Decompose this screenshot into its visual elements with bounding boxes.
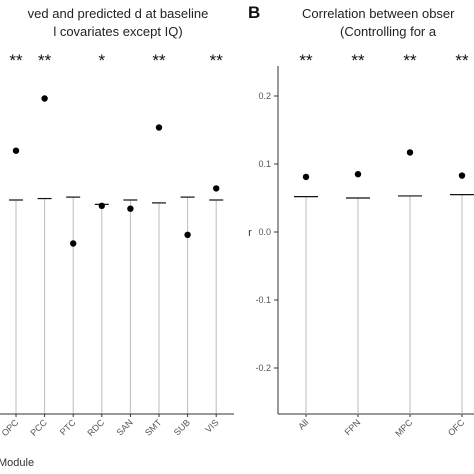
significance-mark-vis: ** (210, 51, 224, 70)
significance-mark-mpc: ** (403, 51, 417, 70)
panel-b-title-line-2: (Controlling for a (340, 24, 437, 39)
panel-a-title-line-2: l covariates except IQ) (53, 24, 182, 39)
significance-mark-rdc: * (98, 51, 105, 70)
panel-b-stems (305, 194, 463, 414)
panel-b-significance-marks: ** ** ** ** (299, 51, 469, 70)
observed-point-ofc (458, 172, 466, 179)
x-tick-label-pcc: PCC (28, 417, 49, 438)
significance-mark-all: ** (299, 51, 313, 70)
observed-point-rdc (98, 202, 106, 209)
y-tick-label-0.2: 0.2 (258, 91, 271, 101)
observed-point-all (302, 173, 310, 181)
panel-b-title-line-1: Correlation between obser (302, 6, 455, 21)
observed-point-fpn (354, 171, 362, 178)
x-tick-label-vis: VIS (203, 417, 220, 434)
panel-a-baseline-marks (9, 196, 224, 205)
x-tick-label-ofc: OFC (446, 417, 467, 438)
y-tick-label-0.0: 0.0 (258, 227, 271, 237)
x-tick-label-ptc: PTC (58, 417, 78, 437)
panel-a-stems (15, 197, 217, 414)
panel-b-baseline-marks (294, 194, 474, 199)
significance-mark-ofc: ** (455, 51, 469, 70)
significance-mark-smt: ** (152, 51, 166, 70)
panel-b-y-axis-title: r (248, 227, 252, 239)
significance-mark-pcc: ** (38, 51, 52, 70)
observed-point-opc (12, 147, 20, 154)
x-tick-label-sub: SUB (172, 417, 192, 437)
y-tick-label--0.1: -0.1 (255, 295, 271, 305)
x-tick-label-mpc: MPC (393, 417, 415, 439)
panel-b-y-ticks: 0.2 0.1 0.0 -0.1 -0.2 (255, 91, 278, 373)
panel-b-x-ticks: All FPN MPC OFC (296, 414, 467, 439)
observed-point-sub (184, 231, 191, 238)
panel-b-letter: B (248, 3, 260, 22)
x-tick-label-fpn: FPN (343, 417, 363, 437)
observed-point-vis (213, 185, 220, 192)
panel-a-significance-marks: ** ** * ** ** (9, 51, 223, 70)
observed-point-ptc (70, 240, 77, 247)
x-tick-label-san: SAN (115, 417, 135, 437)
x-tick-label-smt: SMT (143, 417, 164, 438)
y-tick-label--0.2: -0.2 (255, 363, 271, 373)
significance-mark-opc: ** (9, 51, 23, 70)
panel-b-observed-points (302, 149, 466, 181)
y-tick-label-0.1: 0.1 (258, 159, 271, 169)
panel-a-observed-points (12, 95, 220, 247)
panel-a: ved and predicted d at baseline l covari… (0, 6, 234, 469)
x-tick-label-opc: OPC (0, 417, 21, 438)
observed-point-smt (155, 124, 163, 131)
observed-point-pcc (41, 95, 48, 102)
panel-a-x-axis-title: Module (0, 457, 34, 469)
panel-a-x-ticks: OPC PCC PTC RDC SAN SMT SUB VIS (0, 414, 221, 438)
x-tick-label-all: All (296, 417, 310, 431)
x-tick-label-rdc: RDC (85, 417, 106, 438)
significance-mark-fpn: ** (351, 51, 365, 70)
panel-b: B Correlation between obser (Controlling… (248, 3, 474, 439)
observed-point-san (127, 205, 134, 212)
panel-a-title-line-1: ved and predicted d at baseline (28, 6, 209, 21)
observed-point-mpc (406, 149, 414, 156)
